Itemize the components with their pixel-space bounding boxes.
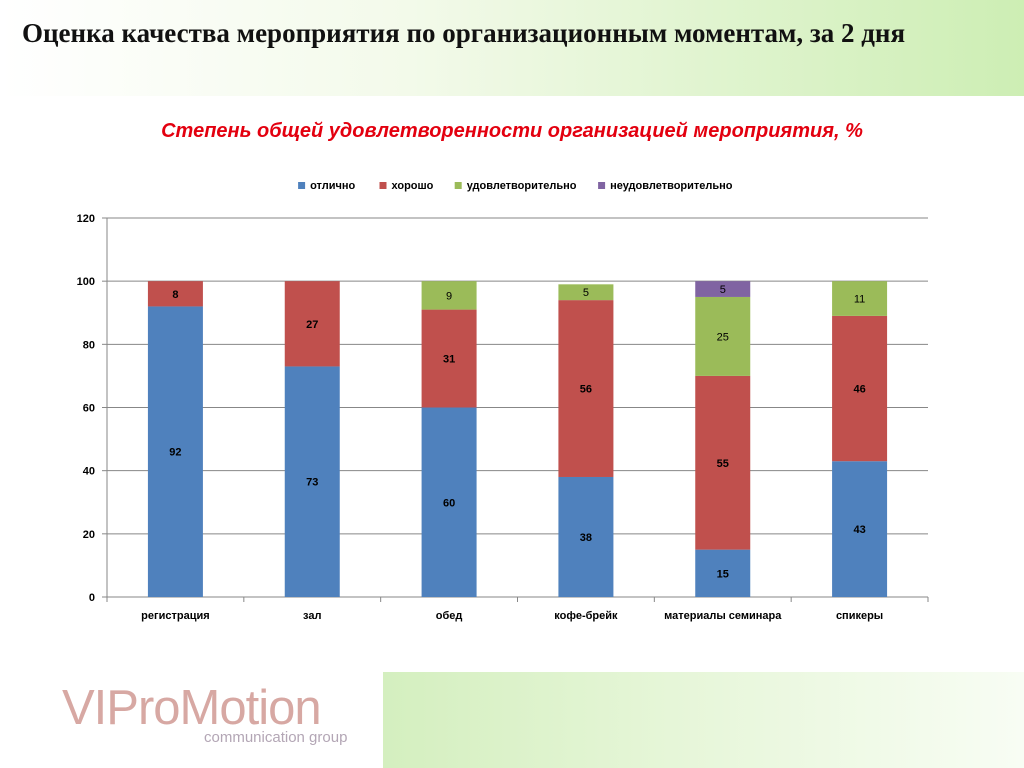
bar-segment <box>558 476 614 597</box>
legend-label: отлично <box>310 180 355 192</box>
bar-segment <box>421 407 477 597</box>
bar-segment <box>147 281 203 307</box>
bar-segment <box>147 306 203 597</box>
data-label: 31 <box>443 354 455 366</box>
bar-segment <box>695 549 751 597</box>
bar-segment <box>832 315 888 462</box>
bar-segment <box>284 281 340 367</box>
data-label: 43 <box>853 524 865 536</box>
legend-swatch <box>379 182 387 189</box>
footer-logo-panel <box>0 672 383 768</box>
data-label: 25 <box>717 331 729 343</box>
data-label: 55 <box>717 458 729 470</box>
stacked-bar-chart: 0 20 40 60 80 100 120 92 8 регистрация 73 27 зал 60 31… <box>77 180 929 622</box>
x-tick-label: зал <box>303 610 321 622</box>
company-logo: VIProMotion communication group <box>62 682 347 746</box>
bar-segment <box>558 284 614 301</box>
data-label: 92 <box>169 447 181 459</box>
y-tick-label: 40 <box>83 466 95 478</box>
y-tick-label: 60 <box>83 403 95 415</box>
legend-label: удовлетворительно <box>467 180 577 192</box>
y-tick-label: 100 <box>77 276 95 288</box>
footer-gradient-band <box>383 672 1024 768</box>
legend-swatch <box>598 182 606 189</box>
bar-segment <box>421 281 477 310</box>
legend-swatch <box>298 182 306 189</box>
bar-segment <box>421 309 477 408</box>
chart-title: Степень общей удовлетворенности организа… <box>161 120 863 142</box>
data-label: 8 <box>172 289 178 301</box>
bar-segment <box>832 281 888 316</box>
logo-tagline: communication group <box>204 729 348 746</box>
legend-swatch <box>454 182 462 189</box>
logo-wordmark: VIProMotion <box>62 681 322 735</box>
x-tick-label: спикеры <box>836 610 883 622</box>
data-label: 46 <box>853 384 865 396</box>
bar-segment <box>832 461 888 597</box>
x-tick-label: обед <box>436 610 463 622</box>
legend-label: неудовлетворительно <box>610 180 733 192</box>
bar-segment <box>558 300 614 477</box>
x-tick-label: материалы семинара <box>664 610 782 622</box>
data-label: 9 <box>446 290 452 302</box>
x-tick-label: регистрация <box>141 610 209 622</box>
data-label: 27 <box>306 319 318 331</box>
data-label: 56 <box>580 384 592 396</box>
y-tick-label: 120 <box>77 213 95 225</box>
bar-segment <box>695 296 751 376</box>
legend-label: хорошо <box>392 180 434 192</box>
bar-segment <box>695 375 751 550</box>
slide-title: Оценка качества мероприятия по организац… <box>22 18 906 48</box>
y-tick-label: 80 <box>83 339 95 351</box>
data-label: 5 <box>720 284 726 296</box>
data-label: 38 <box>580 532 592 544</box>
data-label: 60 <box>443 497 455 509</box>
title-band <box>0 0 1024 96</box>
x-tick-label: кофе-брейк <box>554 610 618 622</box>
bar-segment <box>284 366 340 597</box>
y-tick-label: 0 <box>89 592 95 604</box>
y-tick-label: 20 <box>83 529 95 541</box>
data-label: 15 <box>717 568 729 580</box>
data-label: 11 <box>854 294 865 306</box>
bar-segment <box>695 281 751 297</box>
data-label: 73 <box>306 477 318 489</box>
data-label: 5 <box>583 287 589 299</box>
